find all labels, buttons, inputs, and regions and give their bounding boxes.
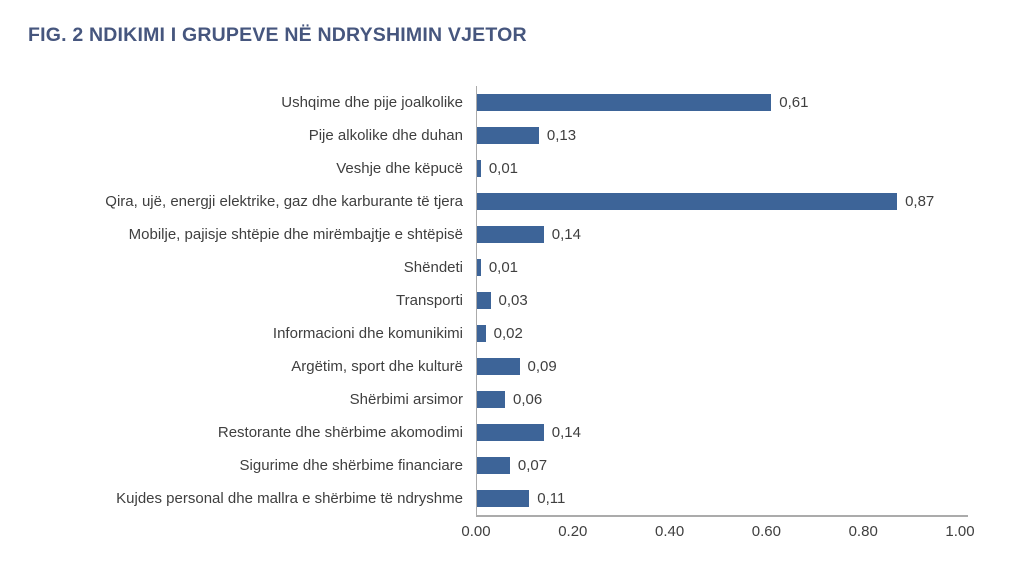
plot-cell: 0,14: [476, 218, 960, 251]
bar: [476, 292, 491, 309]
value-label: 0,61: [779, 94, 809, 111]
category-label: Restorante dhe shërbime akomodimi: [217, 424, 463, 441]
value-label: 0,14: [551, 226, 581, 243]
category-label: Informacioni dhe komunikimi: [272, 325, 463, 342]
chart-row: Mobilje, pajisje shtëpie dhe mirëmbajtje…: [0, 218, 1024, 251]
category-label: Argëtim, sport dhe kulturë: [291, 358, 463, 375]
x-axis-tick-label: 0.40: [654, 523, 685, 540]
chart-row: Argëtim, sport dhe kulturë 0,09: [0, 350, 1024, 383]
x-axis-tick-label: 1.00: [945, 523, 975, 540]
x-axis-tick-label: 0.00: [461, 523, 491, 540]
figure-title: FIG. 2 NDIKIMI I GRUPEVE NË NDRYSHIMIN V…: [28, 24, 527, 46]
plot-cell: 0,14: [476, 416, 960, 449]
category-label: Shërbimi arsimor: [349, 391, 463, 408]
bar: [476, 424, 544, 441]
x-axis-tick-label: 0.60: [751, 523, 781, 540]
chart-rows: Ushqime dhe pije joalkolike 0,61 Pije alko…: [0, 86, 1024, 515]
bar: [476, 193, 898, 210]
value-label: 0,01: [488, 160, 519, 177]
value-label: 0,06: [513, 391, 543, 408]
value-label: 0,87: [905, 193, 935, 210]
chart-row: Veshje dhe këpucë 0,01: [0, 152, 1024, 185]
category-label: Shëndeti: [403, 259, 463, 276]
category-label: Ushqime dhe pije joalkolike: [281, 94, 463, 111]
value-label: 0,11: [537, 490, 566, 507]
bar: [476, 358, 520, 375]
bar-chart: Ushqime dhe pije joalkolike 0,61 Pije alko…: [0, 86, 1024, 540]
bar: [476, 391, 506, 408]
bar: [476, 127, 539, 144]
chart-row: Kujdes personal dhe mallra e shërbime të…: [0, 482, 1024, 515]
chart-row: Qira, ujë, energji elektrike, gaz dhe ka…: [0, 185, 1024, 218]
plot-cell: 0,01: [476, 251, 960, 284]
chart-row: Informacioni dhe komunikimi 0,02: [0, 317, 1024, 350]
plot-cell: 0,61: [476, 86, 960, 119]
chart-row: Shërbimi arsimor 0,06: [0, 383, 1024, 416]
x-axis-line: [476, 515, 968, 517]
plot-cell: 0,09: [476, 350, 960, 383]
value-label: 0,02: [493, 325, 523, 342]
chart-row: Transporti 0,03: [0, 284, 1024, 317]
plot-cell: 0,07: [476, 449, 960, 482]
chart-row: Ushqime dhe pije joalkolike 0,61: [0, 86, 1024, 119]
chart-row: Pije alkolike dhe duhan 0,13: [0, 119, 1024, 152]
bar: [476, 457, 510, 474]
value-label: 0,03: [498, 292, 528, 309]
bar: [476, 259, 481, 276]
bar: [476, 226, 544, 243]
bar: [476, 490, 530, 507]
plot-cell: 0,13: [476, 119, 960, 152]
category-label: Transporti: [396, 292, 463, 309]
chart-row: Restorante dhe shërbime akomodimi 0,14: [0, 416, 1024, 449]
value-label: 0,07: [517, 457, 548, 474]
plot-cell: 0,03: [476, 284, 960, 317]
category-label: Kujdes personal dhe mallra e shërbime të…: [116, 490, 463, 507]
value-label: 0,09: [527, 358, 557, 375]
plot-cell: 0,01: [476, 152, 960, 185]
bar: [476, 160, 481, 177]
chart-row: Shëndeti 0,01: [0, 251, 1024, 284]
plot-cell: 0,87: [476, 185, 960, 218]
value-label: 0,01: [488, 259, 519, 276]
plot-cell: 0,06: [476, 383, 960, 416]
chart-row: Sigurime dhe shërbime financiare 0,07: [0, 449, 1024, 482]
category-label: Pije alkolike dhe duhan: [308, 127, 463, 144]
plot-cell: 0,02: [476, 317, 960, 350]
bar: [476, 94, 772, 111]
category-label: Veshje dhe këpucë: [336, 160, 463, 177]
category-label: Sigurime dhe shërbime financiare: [239, 457, 463, 474]
value-label: 0,13: [546, 127, 577, 144]
bar: [476, 325, 486, 342]
x-axis-tick-label: 0.80: [848, 523, 878, 540]
value-label: 0,14: [551, 424, 581, 441]
plot-cell: 0,11: [476, 482, 960, 515]
category-label: Qira, ujë, energji elektrike, gaz dhe ka…: [105, 193, 463, 210]
x-axis-tick-label: 0.20: [558, 523, 588, 540]
category-label: Mobilje, pajisje shtëpie dhe mirëmbajtje…: [128, 226, 463, 243]
y-axis-line: [476, 86, 477, 515]
x-axis-ticks: 0.00 0.20 0.40 0.60 0.80 1.00: [461, 523, 974, 543]
